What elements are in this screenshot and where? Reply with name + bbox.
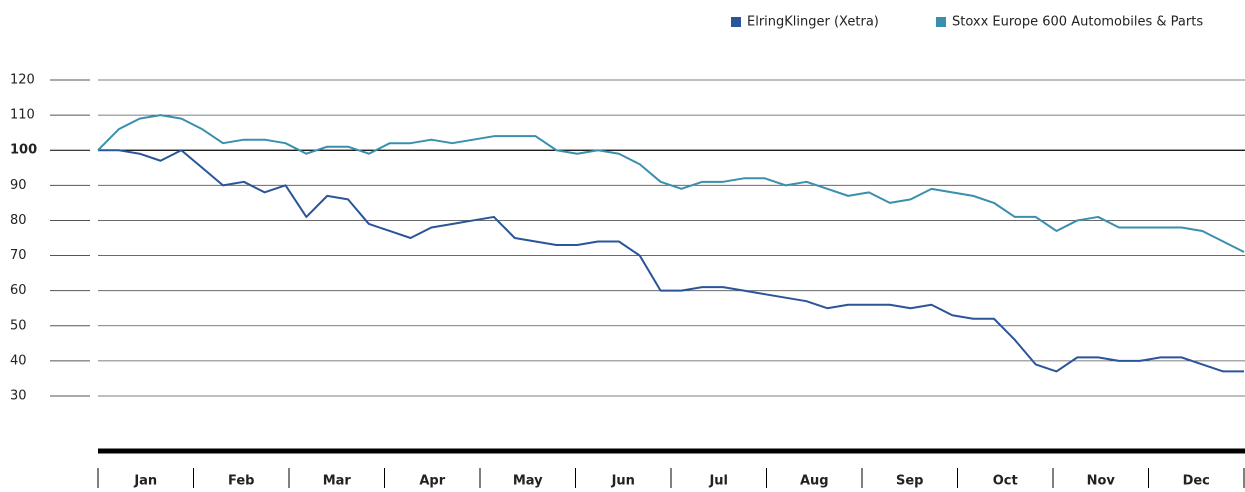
- legend-swatch: [731, 17, 741, 27]
- x-tick-label: Dec: [1183, 474, 1210, 489]
- x-tick-label: Oct: [993, 474, 1018, 489]
- y-tick-label: 60: [10, 283, 27, 298]
- y-tick-label: 80: [10, 213, 27, 228]
- y-tick-label: 30: [10, 389, 27, 404]
- x-tick-label: Apr: [419, 474, 445, 489]
- x-tick-label: Mar: [323, 474, 352, 489]
- x-tick-label: Nov: [1087, 474, 1116, 489]
- x-tick-label: Jun: [611, 474, 635, 489]
- y-tick-label: 90: [10, 178, 27, 193]
- x-tick-label: Feb: [228, 474, 254, 489]
- x-tick-label: Jan: [133, 474, 157, 489]
- legend-swatch: [936, 17, 946, 27]
- x-tick-label: Jul: [708, 474, 728, 489]
- line-series: [97, 114, 1245, 253]
- x-tick-label: Sep: [896, 474, 924, 489]
- y-tick-label: 100: [10, 143, 37, 158]
- x-tick-label: May: [513, 474, 543, 489]
- y-tick-label: 120: [10, 73, 35, 88]
- y-tick-label: 50: [10, 318, 27, 333]
- y-tick-label: 70: [10, 248, 27, 263]
- line-series: [98, 149, 1244, 373]
- y-tick-label: 40: [10, 353, 27, 368]
- y-tick-label: 110: [10, 108, 35, 123]
- x-tick-label: Aug: [800, 474, 829, 489]
- legend-label: ElringKlinger (Xetra): [747, 15, 879, 30]
- legend-label: Stoxx Europe 600 Automobiles & Parts: [952, 15, 1203, 30]
